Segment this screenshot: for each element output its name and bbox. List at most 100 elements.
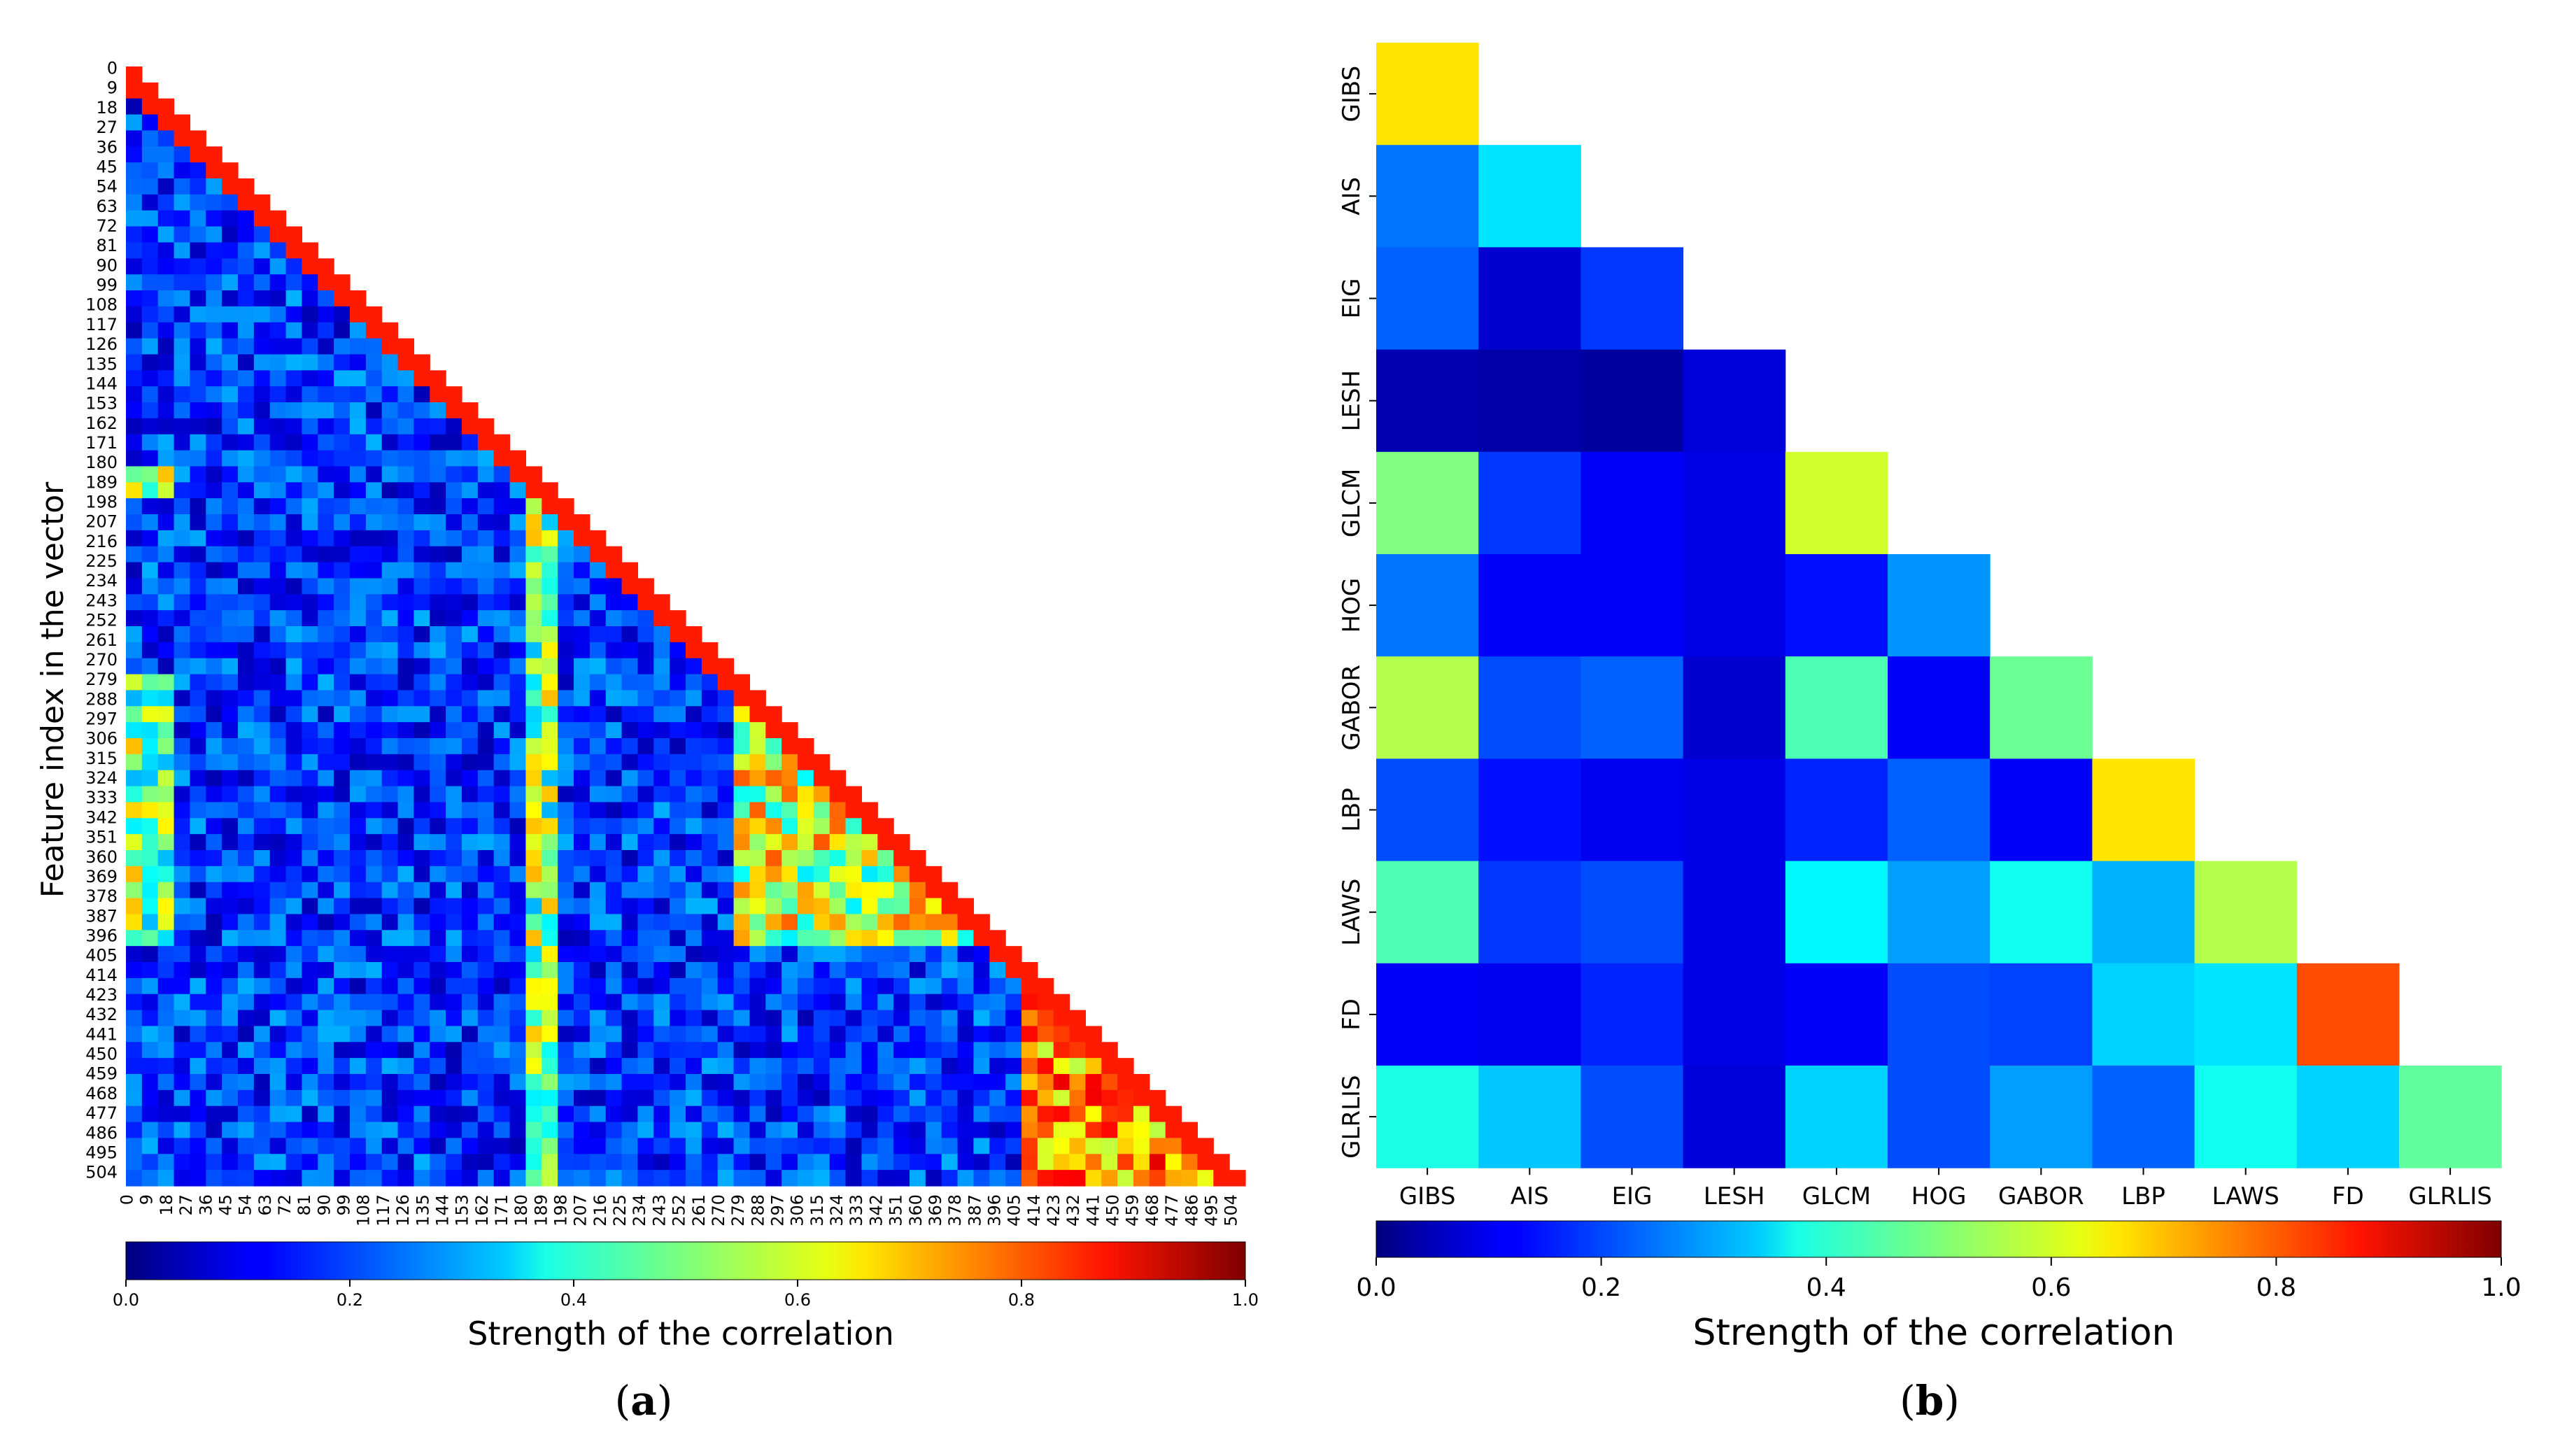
heatmap-a-cell [701, 642, 719, 659]
y-tick-label-a: 27 [96, 118, 118, 137]
heatmap-a-cell [893, 1010, 910, 1027]
x-tick-label-a: 324 [827, 1194, 847, 1227]
heatmap-a-cell [126, 562, 143, 579]
heatmap-a-cell [1085, 1089, 1102, 1107]
heatmap-a-cell [157, 146, 175, 163]
heatmap-a-cell [893, 898, 910, 915]
heatmap-a-cell [222, 354, 239, 371]
heatmap-a-cell [589, 722, 607, 739]
heatmap-a-cell [462, 610, 479, 627]
heatmap-a-cell [206, 162, 222, 179]
y-tick-label-a: 216 [85, 532, 118, 551]
heatmap-a-cell [253, 754, 271, 771]
heatmap-a-cell [941, 930, 959, 947]
heatmap-a-cell [462, 1058, 479, 1075]
heatmap-a-cell [350, 658, 367, 675]
heatmap-a-cell [493, 546, 511, 563]
y-tick-label-a: 450 [85, 1045, 118, 1064]
heatmap-a-cell [509, 786, 527, 803]
heatmap-a-cell [238, 994, 255, 1011]
heatmap-a-cell [334, 450, 351, 467]
heatmap-a-cell [157, 674, 175, 691]
heatmap-a-cell [574, 546, 591, 563]
heatmap-a-cell [621, 850, 639, 867]
heatmap-a-cell [174, 1105, 191, 1123]
heatmap-a-cell [462, 466, 479, 483]
heatmap-a-cell [190, 1026, 206, 1042]
heatmap-a-cell [621, 802, 639, 819]
heatmap-a-cell [462, 1074, 479, 1091]
heatmap-a-cell [861, 1154, 878, 1171]
heatmap-a-cell [653, 1026, 670, 1042]
heatmap-a-cell [1053, 1122, 1070, 1139]
heatmap-b-cell [1990, 1066, 2093, 1168]
heatmap-a-cell [413, 898, 430, 915]
heatmap-a-cell [334, 882, 351, 899]
heatmap-a-cell [157, 210, 175, 227]
heatmap-a-cell [542, 610, 558, 627]
heatmap-a-cell [493, 930, 511, 947]
heatmap-a-cell [462, 674, 479, 691]
heatmap-a-cell [302, 865, 318, 883]
heatmap-a-cell [381, 770, 399, 787]
heatmap-a-cell [782, 738, 798, 755]
y-tick-label-a: 180 [85, 453, 118, 472]
heatmap-a-cell [141, 530, 159, 547]
heatmap-a-cell [621, 594, 639, 611]
heatmap-a-cell [269, 1058, 287, 1075]
heatmap-a-cell [941, 1138, 959, 1154]
heatmap-a-cell [670, 1154, 686, 1171]
heatmap-a-cell [701, 1122, 719, 1139]
heatmap-a-cell [558, 610, 574, 627]
heatmap-a-cell [174, 1170, 191, 1187]
heatmap-a-cell [302, 610, 318, 627]
heatmap-a-cell [973, 1170, 990, 1187]
heatmap-a-cell [381, 1026, 399, 1042]
heatmap-a-cell [318, 514, 334, 531]
x-tick-label-a: 18 [157, 1194, 176, 1216]
heatmap-a-cell [238, 322, 255, 339]
heatmap-a-cell [174, 834, 191, 851]
heatmap-a-cell [318, 977, 334, 995]
heatmap-a-cell [877, 1138, 894, 1154]
heatmap-a-cell [558, 690, 574, 707]
heatmap-a-cell [365, 610, 383, 627]
heatmap-a-cell [253, 1026, 271, 1042]
heatmap-a-cell [637, 898, 654, 915]
heatmap-a-cell [542, 865, 558, 883]
heatmap-a-cell [1213, 1154, 1230, 1171]
heatmap-a-cell [717, 1105, 735, 1123]
heatmap-a-cell [653, 914, 670, 931]
heatmap-a-cell [925, 962, 942, 979]
heatmap-a-cell [238, 610, 255, 627]
heatmap-a-cell [365, 818, 383, 835]
heatmap-a-cell [670, 706, 686, 723]
heatmap-a-cell [589, 786, 607, 803]
heatmap-a-cell [589, 754, 607, 771]
heatmap-a-cell [446, 434, 462, 451]
heatmap-a-cell [845, 977, 863, 995]
heatmap-a-cell [686, 930, 702, 947]
heatmap-b-cell [1478, 554, 1581, 657]
y-tick-label-a: 153 [85, 394, 118, 414]
heatmap-a-cell [670, 786, 686, 803]
heatmap-a-cell [190, 770, 206, 787]
heatmap-a-cell [174, 1074, 191, 1091]
heatmap-a-cell [717, 850, 735, 867]
heatmap-a-cell [126, 594, 143, 611]
heatmap-a-cell [845, 914, 863, 931]
heatmap-a-cell [285, 882, 303, 899]
heatmap-a-cell [238, 754, 255, 771]
heatmap-a-cell [653, 1138, 670, 1154]
heatmap-a-cell [238, 482, 255, 499]
heatmap-a-cell [318, 706, 334, 723]
heatmap-a-cell [285, 498, 303, 515]
heatmap-a-cell [318, 722, 334, 739]
heatmap-a-cell [190, 162, 206, 179]
heatmap-a-cell [542, 1074, 558, 1091]
heatmap-a-cell [861, 930, 878, 947]
heatmap-a-cell [190, 562, 206, 579]
heatmap-b-cell [1785, 861, 1888, 964]
heatmap-a-cell [1053, 1138, 1070, 1154]
heatmap-a-cell [126, 786, 143, 803]
